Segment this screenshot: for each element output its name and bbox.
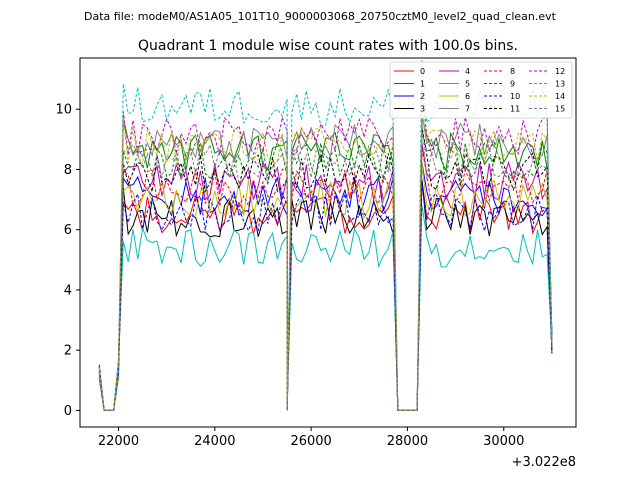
series-layer [98,60,553,411]
legend-label-6: 6 [465,92,470,101]
legend-label-13: 13 [555,80,565,89]
legend-label-8: 8 [510,67,515,76]
series-line-3 [98,179,553,411]
axes-frame [79,57,577,428]
series-line-7 [98,112,553,411]
legend-label-2: 2 [420,92,425,101]
y-axis: 0 2 4 6 8 10 [55,103,80,419]
x-axis: 22000 24000 26000 28000 30000 [98,427,524,449]
x-tick-label: 30000 [483,434,524,449]
legend-label-7: 7 [465,105,470,114]
series-line-6 [98,162,553,411]
legend-label-10: 10 [510,92,520,101]
legend-label-14: 14 [555,92,565,101]
x-tick-label: 26000 [290,434,331,449]
series-line-15 [98,119,553,411]
legend-label-1: 1 [420,80,425,89]
y-tick-label: 8 [64,163,72,178]
legend-label-12: 12 [555,67,565,76]
x-tick-label: 28000 [387,434,428,449]
legend-frame [389,61,573,119]
series-line-8 [98,149,553,411]
x-tick-label: 22000 [98,434,139,449]
series-line-14 [98,112,553,411]
x-axis-offset-label: +3.022e8 [512,455,576,470]
series-line-10 [98,180,553,411]
y-tick-label: 0 [64,404,72,419]
series-line-11 [98,126,553,411]
chart-title: Quadrant 1 module wise count rates with … [138,38,518,54]
series-line-9 [98,132,553,411]
legend-label-5: 5 [465,80,470,89]
axes-background [80,58,576,427]
x-tick-label: 24000 [194,434,235,449]
y-tick-label: 2 [64,344,72,359]
legend-label-15: 15 [555,105,565,114]
y-tick-label: 4 [64,283,72,298]
suptitle: Data file: modeM0/AS1A05_101T10_90000030… [84,10,557,23]
legend-label-3: 3 [420,105,425,114]
y-tick-label: 10 [55,103,72,118]
legend-label-11: 11 [510,105,520,114]
y-tick-label: 6 [64,223,72,238]
series-line-5 [98,205,553,411]
legend-label-4: 4 [465,67,470,76]
legend-label-0: 0 [420,67,425,76]
legend-label-9: 9 [510,80,515,89]
